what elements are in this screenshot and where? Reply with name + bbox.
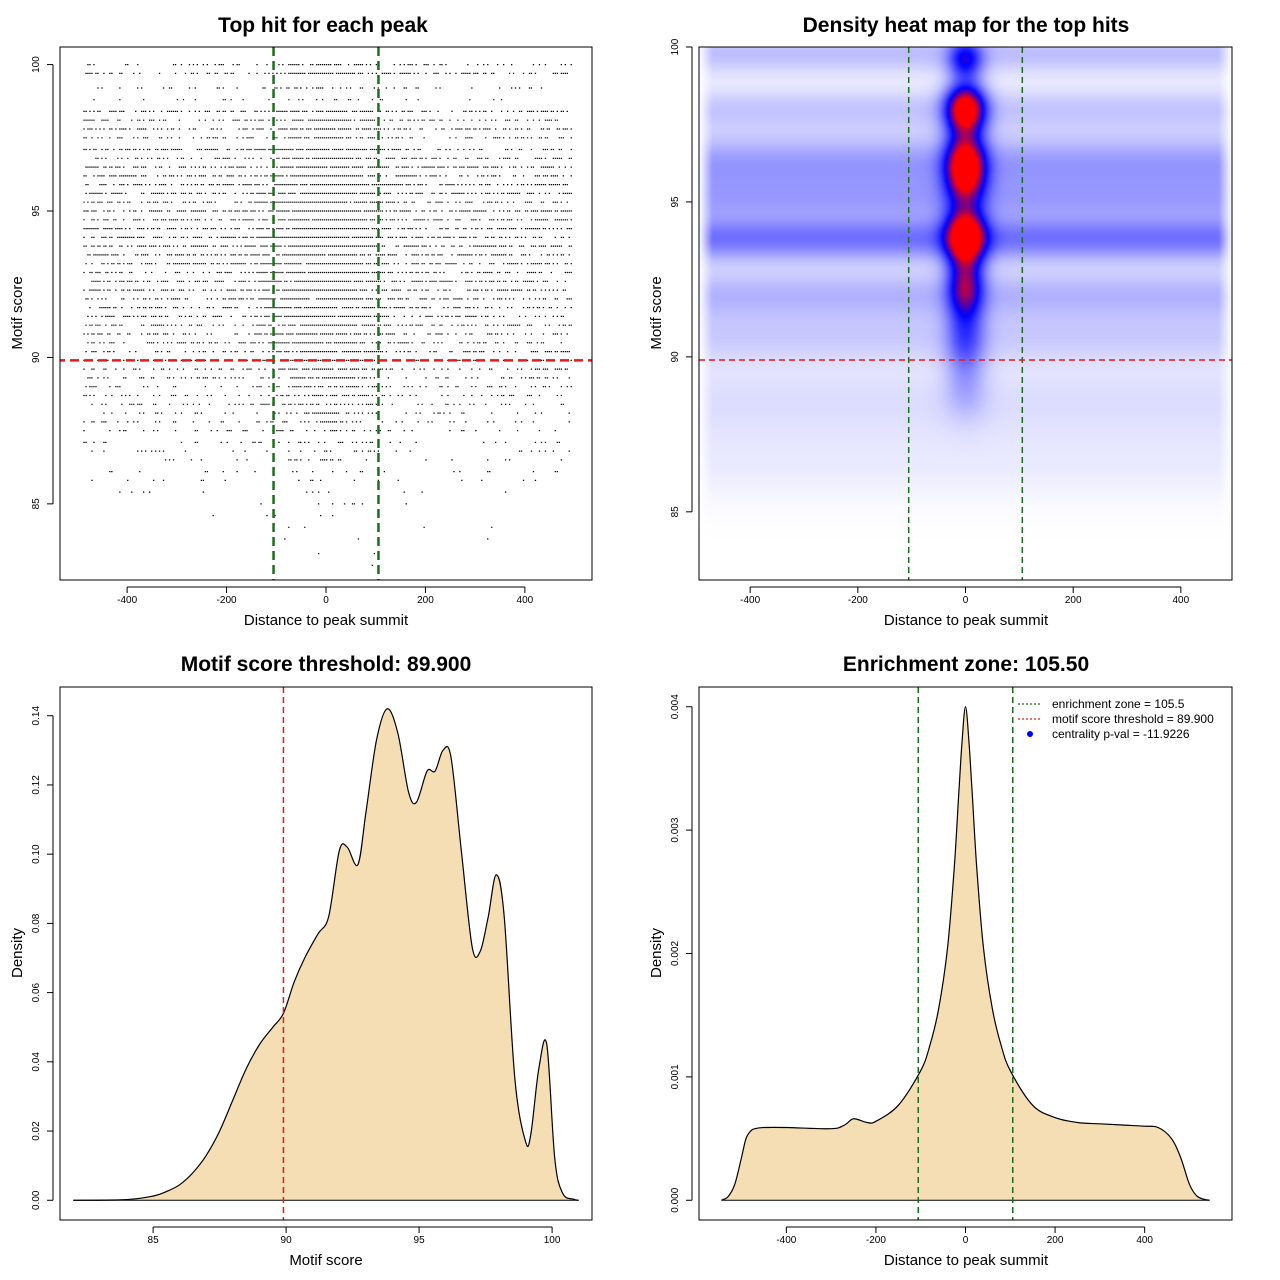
y-tick-label: 85 bbox=[31, 498, 42, 510]
x-tick-label: 90 bbox=[281, 1235, 293, 1246]
x-tick-label: -200 bbox=[866, 1235, 886, 1246]
x-tick-label: 100 bbox=[544, 1235, 561, 1246]
density-area bbox=[721, 706, 1210, 1201]
y-tick-label: 0.02 bbox=[31, 1121, 42, 1141]
y-tick-label: 0.002 bbox=[670, 941, 681, 966]
density-fill bbox=[721, 706, 1210, 1201]
plot-frame bbox=[698, 686, 1233, 1221]
x-axis-label: Distance to peak summit bbox=[884, 1252, 1049, 1269]
reference-lines bbox=[60, 47, 592, 580]
x-tick-label: 0 bbox=[963, 1235, 969, 1246]
y-axis: 85 90 95 100 bbox=[670, 38, 693, 518]
chart-title: Enrichment zone: 105.50 bbox=[843, 653, 1089, 676]
y-tick-label: 0.08 bbox=[31, 913, 42, 933]
y-tick-label: 0.004 bbox=[670, 694, 681, 719]
y-axis-label: Density bbox=[9, 927, 26, 978]
x-tick-label: 200 bbox=[417, 595, 434, 606]
x-tick-label: 400 bbox=[1173, 595, 1190, 606]
density-curve bbox=[721, 706, 1210, 1201]
x-axis: -400 -200 0 200 400 bbox=[117, 586, 534, 606]
panel-score-density: Motif score threshold: 89.900 85 90 95 100 … bbox=[9, 653, 593, 1269]
plot-frame bbox=[698, 46, 1233, 581]
reference-lines bbox=[917, 687, 1014, 1220]
x-axis-label: Distance to peak summit bbox=[884, 612, 1049, 629]
x-tick-label: -400 bbox=[117, 595, 137, 606]
x-axis-label: Motif score bbox=[289, 1252, 362, 1269]
x-tick-label: 400 bbox=[1136, 1235, 1153, 1246]
x-tick-label: 0 bbox=[323, 595, 329, 606]
density-heatmap bbox=[699, 47, 1232, 580]
legend-item-threshold: motif score threshold = 89.900 bbox=[1052, 712, 1214, 726]
y-tick-label: 90 bbox=[670, 351, 681, 363]
y-axis: 85 90 95 100 bbox=[31, 56, 54, 510]
legend-pval-point bbox=[1027, 731, 1033, 737]
x-tick-label: -200 bbox=[848, 595, 868, 606]
y-tick-label: 0.12 bbox=[31, 775, 42, 795]
panel-scatter: Top hit for each peak -400 -200 0 200 400 85… bbox=[9, 14, 593, 629]
x-tick-label: 0 bbox=[963, 595, 969, 606]
data-points bbox=[83, 64, 572, 566]
y-tick-label: 0.06 bbox=[31, 982, 42, 1002]
x-tick-label: -400 bbox=[776, 1235, 796, 1246]
legend-item-pval: centrality p-val = -11.9226 bbox=[1052, 727, 1190, 741]
x-tick-label: 200 bbox=[1065, 595, 1082, 606]
density-fill bbox=[73, 708, 579, 1201]
panel-distance-density: Enrichment zone: 105.50 -400 -200 0 200 400 … bbox=[648, 653, 1233, 1269]
y-tick-label: 0.000 bbox=[670, 1187, 681, 1212]
y-tick-label: 0.04 bbox=[31, 1052, 42, 1072]
x-tick-label: 95 bbox=[414, 1235, 426, 1246]
y-axis-label: Motif score bbox=[648, 276, 665, 349]
x-axis: -400 -200 0 200 400 bbox=[740, 586, 1190, 606]
chart-title: Motif score threshold: 89.900 bbox=[181, 653, 472, 676]
legend: enrichment zone = 105.5 motif score thre… bbox=[1018, 697, 1214, 741]
y-axis-label: Density bbox=[648, 927, 665, 978]
y-axis: 0.00 0.02 0.04 0.06 0.08 0.10 0.12 0.14 bbox=[31, 706, 54, 1210]
density-area bbox=[73, 708, 579, 1201]
x-tick-label: 200 bbox=[1047, 1235, 1064, 1246]
y-tick-label: 85 bbox=[670, 506, 681, 518]
y-tick-label: 0.003 bbox=[670, 817, 681, 842]
reference-lines bbox=[699, 47, 1232, 580]
y-axis: 0.000 0.001 0.002 0.003 0.004 bbox=[670, 694, 693, 1213]
panel-heatmap: Density heat map for the top hits -400 -2… bbox=[648, 14, 1233, 629]
x-tick-label: 85 bbox=[148, 1235, 160, 1246]
y-tick-label: 95 bbox=[670, 196, 681, 208]
density-curve bbox=[73, 708, 579, 1201]
y-tick-label: 0.001 bbox=[670, 1064, 681, 1089]
scatter-points bbox=[83, 64, 572, 566]
x-tick-label: -200 bbox=[217, 595, 237, 606]
y-axis-label: Motif score bbox=[9, 276, 26, 349]
x-tick-label: -400 bbox=[740, 595, 760, 606]
y-tick-label: 0.10 bbox=[31, 844, 42, 864]
y-tick-label: 100 bbox=[670, 38, 681, 55]
x-axis: -400 -200 0 200 400 bbox=[776, 1226, 1153, 1246]
plot-frame bbox=[59, 46, 593, 581]
legend-item-zone: enrichment zone = 105.5 bbox=[1052, 697, 1185, 711]
y-tick-label: 100 bbox=[31, 56, 42, 73]
x-axis: 85 90 95 100 bbox=[148, 1226, 561, 1246]
y-tick-label: 95 bbox=[31, 205, 42, 217]
x-tick-label: 400 bbox=[517, 595, 534, 606]
chart-title: Density heat map for the top hits bbox=[803, 14, 1130, 37]
y-tick-label: 0.00 bbox=[31, 1190, 42, 1210]
chart-title: Top hit for each peak bbox=[218, 14, 428, 37]
y-tick-label: 0.14 bbox=[31, 706, 42, 726]
y-tick-label: 90 bbox=[31, 351, 42, 363]
x-axis-label: Distance to peak summit bbox=[244, 612, 409, 629]
plot-frame bbox=[59, 686, 593, 1221]
